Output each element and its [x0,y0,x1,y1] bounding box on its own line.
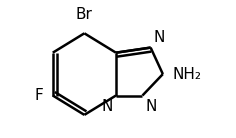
Text: Br: Br [76,7,93,22]
Text: N: N [146,99,157,114]
Text: NH₂: NH₂ [172,67,201,82]
Text: N: N [154,30,165,45]
Text: F: F [35,88,44,103]
Text: N: N [101,99,113,114]
